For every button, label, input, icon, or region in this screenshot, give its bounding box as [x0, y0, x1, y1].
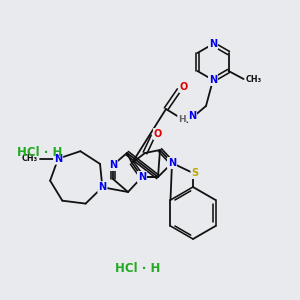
Text: CH₃: CH₃: [246, 76, 262, 85]
Text: HCl · H: HCl · H: [115, 262, 161, 275]
Text: N: N: [209, 39, 217, 49]
Text: N: N: [209, 75, 217, 85]
Text: S: S: [191, 168, 199, 178]
Text: N: N: [54, 154, 62, 164]
Text: O: O: [154, 129, 162, 139]
Text: O: O: [180, 82, 188, 92]
Text: N: N: [188, 111, 196, 121]
Text: N: N: [98, 182, 106, 192]
Text: N: N: [138, 172, 146, 182]
Text: N: N: [168, 158, 176, 168]
Text: HCl · H: HCl · H: [17, 146, 63, 158]
Text: N: N: [109, 160, 117, 170]
Text: H: H: [178, 116, 186, 124]
Text: CH₃: CH₃: [22, 154, 38, 163]
